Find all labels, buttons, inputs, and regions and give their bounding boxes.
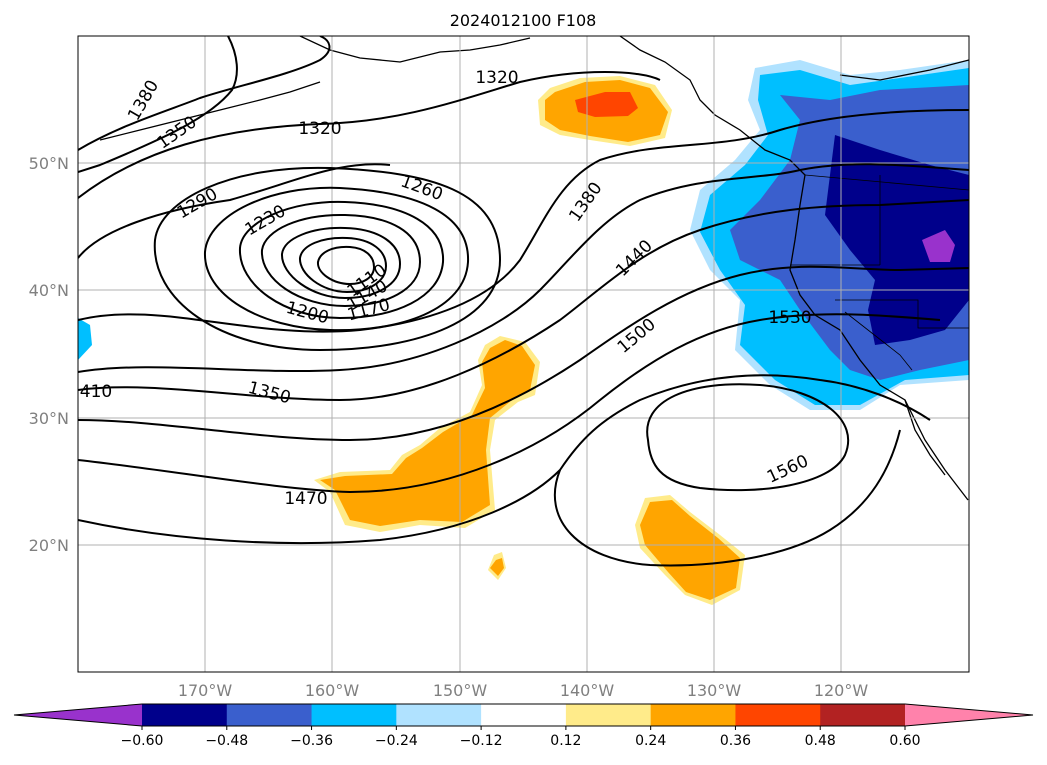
state-borders	[790, 174, 969, 371]
lon-label: 160°W	[305, 681, 360, 700]
contour-label: 1470	[284, 489, 327, 509]
colorbar-segment	[226, 704, 313, 726]
colorbar-segment	[396, 704, 482, 726]
colorbar-segment	[142, 704, 228, 726]
colorbar: −0.60 −0.48 −0.36 −0.24 −0.12 0.12 0.24 0.36 0.4…	[13, 703, 1034, 749]
colorbar-tick-label: 0.48	[805, 733, 836, 749]
lon-label: 120°W	[814, 681, 869, 700]
colorbar-tick-label: 0.60	[889, 733, 920, 749]
lat-label: 30°N	[29, 409, 69, 428]
lat-label: 40°N	[29, 281, 69, 300]
colorbar-segment	[650, 704, 736, 726]
positive-anomaly-region	[314, 76, 745, 605]
contour-label: 410	[80, 382, 112, 402]
lat-label: 50°N	[29, 154, 69, 173]
lon-label: 150°W	[433, 681, 488, 700]
colorbar-tick-label: 0.24	[635, 733, 666, 749]
negative-anomaly-region	[78, 60, 969, 410]
colorbar-segment	[735, 704, 821, 726]
colorbar-tick-label: −0.24	[375, 733, 418, 749]
colorbar-tick-label: −0.12	[460, 733, 503, 749]
colorbar-segment	[311, 704, 397, 726]
contour-label: 1530	[768, 308, 811, 328]
graticule	[78, 36, 969, 672]
colorbar-segment	[565, 704, 652, 726]
lon-label: 130°W	[687, 681, 742, 700]
coastlines	[99, 36, 969, 501]
contour-label: 1320	[475, 68, 518, 88]
contour-label: 1320	[298, 119, 341, 139]
colorbar-extend-max	[905, 704, 1033, 726]
lat-label: 20°N	[29, 536, 69, 555]
height-contours	[78, 36, 969, 567]
map-frame	[77, 35, 970, 673]
colorbar-extend-min	[14, 704, 142, 726]
colorbar-tick-label: −0.60	[121, 733, 164, 749]
latitude-labels: 50°N 40°N 30°N 20°N	[29, 154, 69, 555]
lon-label: 170°W	[178, 681, 233, 700]
colorbar-segment	[481, 704, 567, 726]
colorbar-tick-label: 0.12	[550, 733, 581, 749]
colorbar-segment	[820, 704, 906, 726]
colorbar-tick-label: −0.48	[205, 733, 248, 749]
longitude-labels: 170°W 160°W 150°W 140°W 130°W 120°W	[178, 681, 869, 700]
colorbar-tick-label: 0.36	[720, 733, 751, 749]
lon-label: 140°W	[560, 681, 615, 700]
figure-title: 2024012100 F108	[450, 11, 597, 30]
colorbar-tick-label: −0.36	[290, 733, 333, 749]
map-area: 1380 1350 1320 1320 1290 1260 1230 1200 …	[78, 36, 969, 672]
